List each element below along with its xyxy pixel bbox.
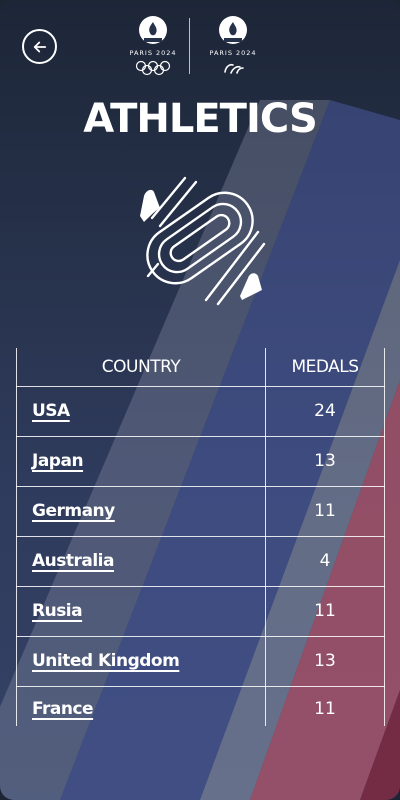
medal-table: COUNTRY MEDALS USA 24 Japan 13 Germany 1… <box>16 348 385 726</box>
table-row: Japan 13 <box>16 435 385 487</box>
country-link[interactable]: Australia <box>32 551 115 571</box>
back-button[interactable] <box>22 29 57 64</box>
country-cell: Japan <box>16 435 266 487</box>
medal-count: 4 <box>265 535 385 587</box>
olympic-logo-caption: PARIS 2024 <box>129 49 177 57</box>
medal-count: 24 <box>265 385 385 437</box>
country-cell: Australia <box>16 535 266 587</box>
medal-count: 11 <box>265 685 385 726</box>
olympic-logo: PARIS 2024 <box>120 14 186 78</box>
page-title: ATHLETICS <box>83 96 318 142</box>
medals-column-header: MEDALS <box>265 348 385 387</box>
paralympic-logo-caption: PARIS 2024 <box>209 49 257 57</box>
country-link[interactable]: France <box>32 698 94 719</box>
country-link[interactable]: Germany <box>32 501 115 521</box>
paris-2024-logos: PARIS 2024 PARIS 2024 <box>120 14 270 78</box>
table-row: USA 24 <box>16 385 385 437</box>
paralympic-logo: PARIS 2024 <box>200 14 266 78</box>
country-cell: USA <box>16 385 266 437</box>
country-cell: United Kingdom <box>16 635 266 687</box>
country-cell: Germany <box>16 485 266 537</box>
country-link[interactable]: United Kingdom <box>32 651 180 671</box>
table-header-row: COUNTRY MEDALS <box>16 348 385 387</box>
country-cell: France <box>16 685 266 726</box>
country-column-header: COUNTRY <box>16 348 266 387</box>
medal-count: 11 <box>265 485 385 537</box>
medal-count: 13 <box>265 635 385 687</box>
table-row: Rusia 11 <box>16 585 385 637</box>
table-row: Germany 11 <box>16 485 385 537</box>
table-row: Australia 4 <box>16 535 385 587</box>
table-row: United Kingdom 13 <box>16 635 385 687</box>
paralympic-flame-icon <box>219 16 247 44</box>
table-row: France 11 <box>16 685 385 726</box>
country-link[interactable]: USA <box>32 401 70 421</box>
country-link[interactable]: Rusia <box>32 601 83 621</box>
medal-count: 13 <box>265 435 385 487</box>
arrow-left-icon <box>33 41 46 52</box>
country-link[interactable]: Japan <box>32 451 84 471</box>
logo-divider <box>189 18 190 74</box>
olympic-flame-icon <box>139 16 167 44</box>
athletics-track-icon <box>140 176 266 306</box>
agitos-icon <box>224 63 244 74</box>
olympic-rings-icon <box>135 60 171 76</box>
country-cell: Rusia <box>16 585 266 637</box>
medal-count: 11 <box>265 585 385 637</box>
